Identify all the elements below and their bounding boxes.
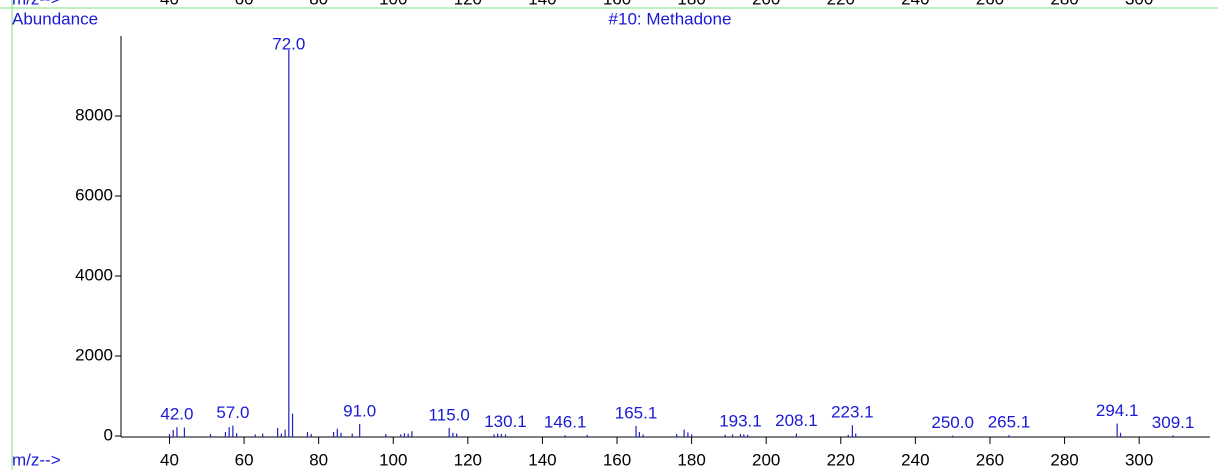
peak-label: 223.1 (831, 403, 874, 422)
x-tick-label: 240 (901, 450, 929, 469)
x-tick-label: 80 (309, 450, 328, 469)
top-x-tick-label: 240 (901, 0, 929, 8)
y-tick-label: 2000 (75, 345, 113, 364)
top-x-tick-label: 80 (309, 0, 328, 8)
y-tick-label: 0 (104, 425, 113, 444)
x-tick-label: 260 (976, 450, 1004, 469)
top-x-tick-label: 280 (1050, 0, 1078, 8)
x-tick-label: 220 (827, 450, 855, 469)
top-x-axis-label: m/z--> (12, 0, 61, 8)
peak-label: 165.1 (615, 403, 658, 422)
peak-label: 91.0 (343, 401, 376, 420)
top-x-tick-label: 300 (1125, 0, 1153, 8)
peak-label: 193.1 (719, 411, 762, 430)
x-tick-label: 280 (1050, 450, 1078, 469)
y-tick-label: 6000 (75, 185, 113, 204)
x-tick-label: 140 (528, 450, 556, 469)
peak-label: 309.1 (1152, 413, 1195, 432)
y-tick-label: 4000 (75, 265, 113, 284)
peak-label: 130.1 (484, 412, 527, 431)
x-tick-label: 300 (1125, 450, 1153, 469)
peak-label: 208.1 (775, 411, 818, 430)
top-x-tick-label: 60 (235, 0, 254, 8)
x-tick-label: 180 (677, 450, 705, 469)
x-tick-label: 100 (379, 450, 407, 469)
chart-title: #10: Methadone (609, 9, 732, 28)
top-x-tick-label: 260 (976, 0, 1004, 8)
top-x-tick-label: 200 (752, 0, 780, 8)
peak-label: 250.0 (931, 413, 974, 432)
peak-label: 146.1 (544, 413, 587, 432)
x-tick-label: 40 (160, 450, 179, 469)
x-tick-label: 60 (235, 450, 254, 469)
x-tick-label: 200 (752, 450, 780, 469)
peak-label: 42.0 (160, 405, 193, 424)
top-x-tick-label: 100 (379, 0, 407, 8)
peak-label: 115.0 (429, 405, 470, 424)
top-x-tick-label: 120 (454, 0, 482, 8)
x-tick-label: 120 (454, 450, 482, 469)
peak-label: 265.1 (988, 413, 1031, 432)
x-tick-label: 160 (603, 450, 631, 469)
peak-label: 294.1 (1096, 401, 1139, 420)
x-axis-label: m/z--> (12, 450, 61, 469)
top-x-tick-label: 160 (603, 0, 631, 8)
top-x-tick-label: 140 (528, 0, 556, 8)
peak-label: 72.0 (272, 34, 305, 53)
y-tick-label: 8000 (75, 105, 113, 124)
top-x-tick-label: 180 (677, 0, 705, 8)
peak-label: 57.0 (216, 403, 249, 422)
y-axis-label: Abundance (12, 9, 98, 28)
top-x-tick-label: 40 (160, 0, 179, 8)
top-x-tick-label: 220 (827, 0, 855, 8)
